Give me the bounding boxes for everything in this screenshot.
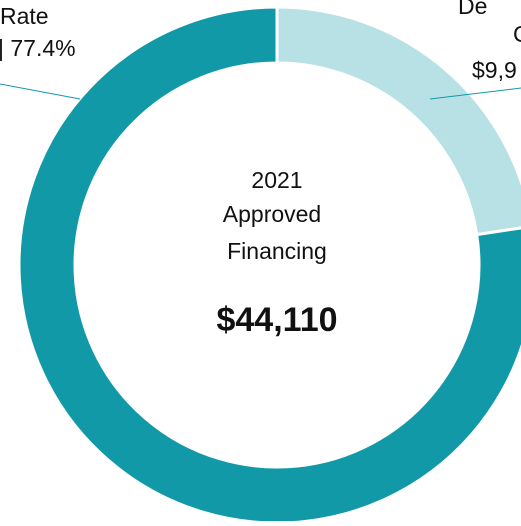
leader-line [429, 87, 521, 100]
center-text: Financing [227, 238, 327, 264]
slice-label: $9,9 [472, 57, 517, 83]
center-value: $44,110 [216, 301, 337, 339]
center-text: Approved [223, 201, 321, 227]
slice-label: Rate [0, 3, 49, 29]
donut-slice [275, 5, 521, 237]
center-text: 2021 [251, 167, 302, 193]
slice-label: | 77.4% [0, 35, 76, 61]
slice-label: De [458, 0, 487, 19]
slice-label: C [513, 21, 521, 47]
leader-line [0, 83, 81, 100]
donut-slice [17, 5, 521, 525]
